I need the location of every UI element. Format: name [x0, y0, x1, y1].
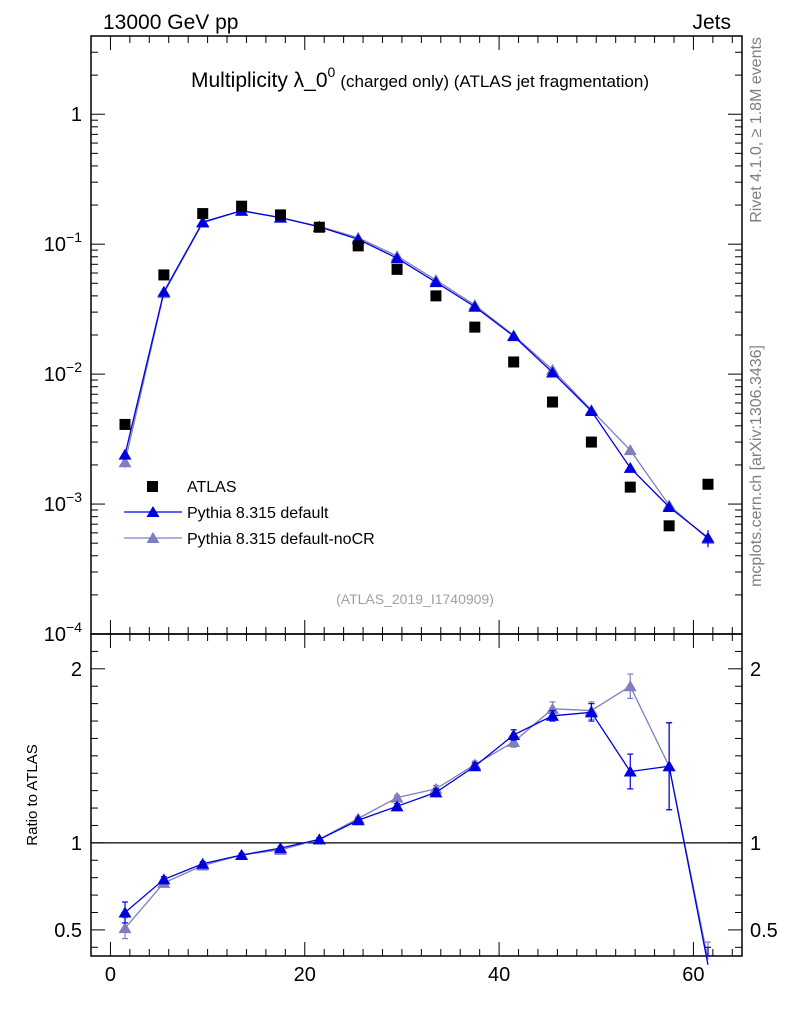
- ratio-point-triangle: [235, 849, 249, 861]
- ratio-point-triangle: [118, 922, 132, 934]
- legend-default-label: Pythia 8.315 default: [187, 505, 329, 522]
- ratio-axis-ticks: [91, 633, 742, 956]
- ratio-series: [118, 673, 711, 965]
- data-point-triangle: [118, 456, 132, 468]
- atlas-data-point: [274, 209, 286, 221]
- data-point-triangle: [429, 276, 443, 288]
- data-point-triangle: [623, 444, 637, 456]
- main-axis-ticks: [91, 35, 742, 635]
- data-point-triangle: [390, 252, 404, 264]
- atlas-data-point: [430, 290, 442, 302]
- mcplots-label: mcplots.cern.ch [arXiv:1306.3436]: [748, 345, 765, 587]
- legend: ATLAS Pythia 8.315 default Pythia 8.315 …: [124, 479, 375, 548]
- rivet-version-label: Rivet 4.1.0, ≥ 1.8M events: [748, 37, 765, 223]
- atlas-data-point: [585, 436, 597, 448]
- atlas-data-point: [547, 396, 559, 408]
- ratio-y-tick-label-right: 1: [750, 833, 761, 855]
- main-y-tick-labels: 1 10−1 10−2 10−3 10−4: [44, 104, 82, 646]
- main-y-tick-label: 10−1: [44, 229, 82, 256]
- ratio-point-triangle: [118, 906, 132, 918]
- ratio-point-triangle: [546, 709, 560, 721]
- atlas-data-point: [236, 200, 248, 212]
- data-point-triangle: [468, 300, 482, 312]
- ratio-y-tick-label: 0.5: [54, 920, 82, 942]
- atlas-data-point: [391, 263, 403, 275]
- ratio-y-tick-label-right: 0.5: [750, 920, 778, 942]
- data-point-triangle: [701, 531, 715, 543]
- atlas-data-point: [663, 520, 675, 532]
- ratio-y-tick-label: 1: [71, 833, 82, 855]
- ratio-point-triangle: [273, 842, 287, 854]
- legend-default-marker: [146, 506, 160, 517]
- ratio-point-triangle: [507, 735, 521, 747]
- legend-nocr-label: Pythia 8.315 default-noCR: [187, 531, 375, 548]
- ratio-panel: 0.5 0.5 1 1 2 2 0 20 40 60 Ratio to ATLAS: [24, 633, 778, 986]
- data-point-triangle: [196, 216, 210, 228]
- legend-atlas-label: ATLAS: [187, 479, 237, 496]
- main-y-tick-label: 1: [71, 104, 82, 126]
- ratio-y-axis-label: Ratio to ATLAS: [24, 744, 41, 845]
- atlas-data-point: [119, 418, 131, 430]
- ratio-point-triangle: [662, 760, 676, 772]
- ratio-point-triangle: [157, 873, 171, 885]
- data-point-triangle: [662, 500, 676, 512]
- atlas-data-point: [313, 221, 325, 233]
- energy-label: 13000 GeV pp: [103, 11, 238, 34]
- legend-atlas-marker: [147, 481, 158, 492]
- ratio-point-triangle: [507, 728, 521, 740]
- category-label: Jets: [692, 11, 731, 34]
- analysis-watermark: (ATLAS_2019_I1740909): [336, 591, 494, 607]
- atlas-data-point: [469, 321, 481, 333]
- ratio-point-triangle: [623, 680, 637, 692]
- main-plot-title: Multiplicity λ_00 (charged only) (ATLAS j…: [191, 64, 649, 92]
- ratio-y-tick-labels: 0.5 0.5 1 1 2 2: [54, 659, 778, 942]
- series-line-default: [124, 210, 709, 539]
- data-point-triangle: [584, 405, 598, 417]
- ratio-y-tick-label: 2: [71, 659, 82, 681]
- ratio-point-triangle: [584, 706, 598, 718]
- ratio-x-tick-label: 0: [105, 964, 116, 986]
- ratio-point-triangle: [390, 800, 404, 812]
- main-y-tick-label: 10−4: [44, 619, 82, 646]
- data-point-triangle: [623, 461, 637, 473]
- atlas-data-point: [508, 356, 520, 368]
- ratio-point-triangle: [429, 786, 443, 798]
- main-y-tick-label: 10−3: [44, 489, 82, 516]
- ratio-point-triangle: [468, 760, 482, 772]
- ratio-point-triangle: [196, 857, 210, 869]
- main-panel: 1 10−1 10−2 10−3 10−4 Multiplicity λ_00 (char…: [44, 35, 743, 646]
- ratio-point-triangle: [390, 791, 404, 803]
- main-series: [118, 200, 715, 548]
- ratio-x-tick-label: 60: [682, 964, 704, 986]
- ratio-x-tick-label: 20: [294, 964, 316, 986]
- ratio-point-triangle: [623, 765, 637, 777]
- main-y-tick-label: 10−2: [44, 359, 82, 386]
- atlas-data-point: [624, 481, 636, 493]
- ratio-line-default-nocr: [124, 685, 709, 960]
- atlas-data-point: [702, 478, 714, 490]
- ratio-x-tick-labels: 0 20 40 60: [105, 964, 705, 986]
- ratio-point-triangle: [351, 814, 365, 826]
- ratio-point-triangle: [546, 702, 560, 714]
- legend-nocr-marker: [146, 532, 160, 543]
- atlas-data-point: [158, 269, 170, 281]
- ratio-plot-frame: [90, 633, 743, 957]
- data-point-triangle: [546, 366, 560, 378]
- ratio-y-tick-label-right: 2: [750, 659, 761, 681]
- data-point-triangle: [507, 330, 521, 342]
- data-point-triangle: [157, 285, 171, 297]
- ratio-line-default: [124, 711, 709, 965]
- ratio-x-tick-label: 40: [488, 964, 510, 986]
- ratio-point-triangle: [312, 833, 326, 845]
- atlas-data-point: [352, 240, 364, 252]
- atlas-data-point: [197, 208, 209, 220]
- data-point-triangle: [118, 448, 132, 460]
